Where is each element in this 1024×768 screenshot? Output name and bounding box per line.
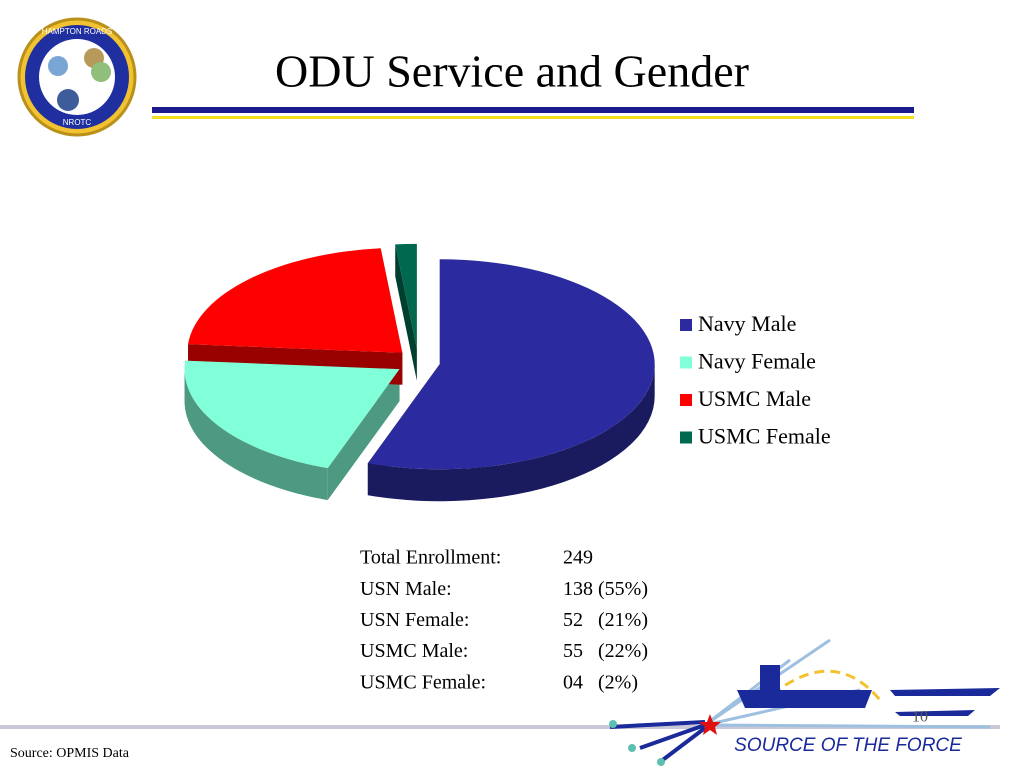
stat-value: 249	[563, 547, 593, 569]
pie-slice	[367, 259, 655, 470]
slice-rim	[184, 369, 328, 501]
stat-label: Total Enrollment:	[360, 547, 501, 569]
logo-top: HAMPTON ROADS	[42, 27, 113, 36]
stat-value: 52 (21%)	[563, 609, 648, 631]
pie-slice	[188, 248, 403, 353]
pie-chart	[184, 243, 655, 502]
logo-bottom: NROTC	[63, 118, 92, 127]
stat-value: 138 (55%)	[563, 578, 648, 600]
logo: HAMPTON ROADS NROTC	[17, 17, 137, 137]
pie-slice	[395, 243, 417, 349]
title-rule	[152, 107, 914, 113]
legend-swatch	[680, 394, 692, 406]
stat-label: USMC Male:	[360, 640, 468, 662]
stat-label: USN Female:	[360, 609, 469, 631]
legend-label: Navy Male	[698, 311, 796, 336]
slide-title: ODU Service and Gender	[275, 46, 749, 97]
stats-table: Total Enrollment: 249 USN Male: 138 (55%) US…	[360, 547, 648, 694]
legend-swatch	[680, 356, 692, 369]
tagline: SOURCE OF THE FORCE	[734, 735, 962, 756]
legend-label: USMC Male	[698, 386, 811, 411]
stat-label: USN Male:	[360, 578, 452, 600]
title-rule-accent	[152, 116, 914, 119]
slice-wall	[327, 369, 400, 501]
legend: Navy Male Navy Female USMC Male USMC Female	[680, 311, 831, 449]
stat-value: 04 (2%)	[563, 671, 638, 693]
slice-wall	[395, 244, 417, 381]
slice-rim	[367, 364, 655, 502]
legend-label: USMC Female	[698, 424, 831, 449]
legend-swatch	[680, 431, 692, 444]
pie-slice	[184, 360, 400, 469]
legend-swatch	[680, 319, 692, 331]
page-number: 10	[912, 709, 928, 726]
source-note: Source: OPMIS Data	[10, 746, 130, 761]
footer-art	[609, 638, 1000, 766]
stat-value: 55 (22%)	[563, 640, 648, 662]
stat-label: USMC Female:	[360, 671, 486, 693]
legend-label: Navy Female	[698, 349, 816, 374]
